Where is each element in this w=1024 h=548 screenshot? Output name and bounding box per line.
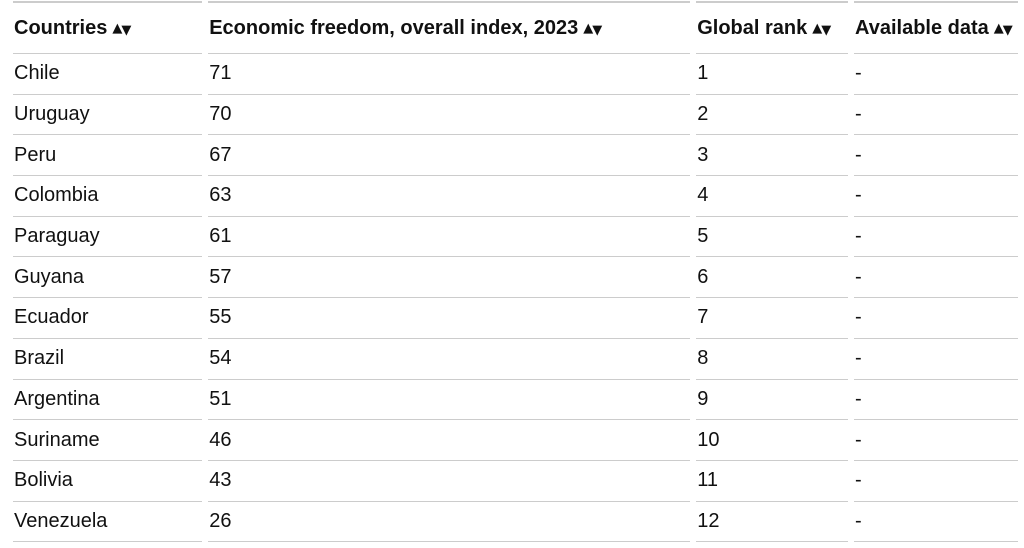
- index-value-cell: 57: [208, 257, 691, 299]
- global-rank-cell: 7: [696, 298, 849, 339]
- index-value-cell: 70: [208, 95, 691, 136]
- available-data-cell: -: [854, 502, 1018, 543]
- column-header-global-rank[interactable]: Global rank ▲▼: [696, 1, 849, 54]
- global-rank-cell: 6: [696, 257, 849, 299]
- sort-ascending-icon[interactable]: ▲: [993, 20, 1004, 36]
- table-row: Peru 67 3 -: [13, 135, 1018, 177]
- column-header-available-data-label: Available data: [855, 16, 989, 39]
- country-cell: Argentina: [13, 380, 203, 421]
- table-row: Guyana 57 6 -: [13, 257, 1018, 299]
- sort-descending-icon[interactable]: ▼: [121, 22, 132, 38]
- country-cell: Guyana: [13, 257, 203, 299]
- available-data-cell: -: [854, 461, 1018, 502]
- sort-control-available-data[interactable]: ▲▼: [993, 20, 1013, 38]
- global-rank-cell: 1: [696, 54, 849, 95]
- global-rank-cell: 12: [696, 502, 849, 543]
- index-value-cell: 61: [208, 217, 691, 258]
- sort-descending-icon[interactable]: ▼: [592, 22, 603, 38]
- country-cell: Uruguay: [13, 95, 203, 136]
- available-data-cell: -: [854, 339, 1018, 380]
- table-row: Paraguay 61 5 -: [13, 217, 1018, 258]
- global-rank-cell: 9: [696, 380, 849, 421]
- column-header-countries-label: Countries: [14, 16, 108, 39]
- table-row: Brazil 54 8 -: [13, 339, 1018, 380]
- country-cell: Venezuela: [13, 502, 203, 543]
- country-cell: Bolivia: [13, 461, 203, 502]
- table-row: Suriname 46 10 -: [13, 420, 1018, 461]
- index-value-cell: 26: [208, 502, 691, 543]
- column-header-economic-freedom-index-label: Economic freedom, overall index, 2023: [209, 16, 579, 39]
- sort-descending-icon[interactable]: ▼: [821, 22, 832, 38]
- available-data-cell: -: [854, 380, 1018, 421]
- header-row: Countries ▲▼ Economic freedom, overall in…: [13, 1, 1018, 54]
- table-row: Colombia 63 4 -: [13, 176, 1018, 217]
- index-value-cell: 55: [208, 298, 691, 339]
- index-value-cell: 51: [208, 380, 691, 421]
- column-header-available-data[interactable]: Available data ▲▼: [854, 1, 1018, 54]
- available-data-cell: -: [854, 54, 1018, 95]
- index-value-cell: 63: [208, 176, 691, 217]
- country-cell: Peru: [13, 135, 203, 177]
- sort-descending-icon[interactable]: ▼: [1002, 22, 1013, 38]
- index-value-cell: 43: [208, 461, 691, 502]
- column-header-economic-freedom-index[interactable]: Economic freedom, overall index, 2023 ▲▼: [208, 1, 691, 54]
- country-cell: Ecuador: [13, 298, 203, 339]
- sort-control-countries[interactable]: ▲▼: [112, 20, 132, 38]
- country-cell: Colombia: [13, 176, 203, 217]
- available-data-cell: -: [854, 298, 1018, 339]
- available-data-cell: -: [854, 217, 1018, 258]
- sort-ascending-icon[interactable]: ▲: [812, 20, 823, 36]
- table-row: Argentina 51 9 -: [13, 380, 1018, 421]
- global-rank-cell: 5: [696, 217, 849, 258]
- index-value-cell: 67: [208, 135, 691, 177]
- index-value-cell: 54: [208, 339, 691, 380]
- global-rank-cell: 11: [696, 461, 849, 502]
- country-cell: Suriname: [13, 420, 203, 461]
- sort-ascending-icon[interactable]: ▲: [112, 20, 123, 36]
- table-row: Venezuela 26 12 -: [13, 502, 1018, 543]
- global-rank-cell: 10: [696, 420, 849, 461]
- global-rank-cell: 4: [696, 176, 849, 217]
- available-data-cell: -: [854, 95, 1018, 136]
- index-value-cell: 71: [208, 54, 691, 95]
- country-cell: Brazil: [13, 339, 203, 380]
- table-row: Bolivia 43 11 -: [13, 461, 1018, 502]
- available-data-cell: -: [854, 176, 1018, 217]
- available-data-cell: -: [854, 257, 1018, 299]
- sort-ascending-icon[interactable]: ▲: [583, 20, 594, 36]
- table-row: Ecuador 55 7 -: [13, 298, 1018, 339]
- available-data-cell: -: [854, 135, 1018, 177]
- table-row: Uruguay 70 2 -: [13, 95, 1018, 136]
- country-cell: Paraguay: [13, 217, 203, 258]
- available-data-cell: -: [854, 420, 1018, 461]
- sort-control-economic-freedom-index[interactable]: ▲▼: [583, 20, 603, 38]
- global-rank-cell: 2: [696, 95, 849, 136]
- column-header-global-rank-label: Global rank: [697, 16, 808, 39]
- economic-freedom-rankings-table: Countries ▲▼ Economic freedom, overall in…: [7, 1, 1024, 543]
- country-cell: Chile: [13, 54, 203, 95]
- global-rank-cell: 3: [696, 135, 849, 177]
- sort-control-global-rank[interactable]: ▲▼: [812, 20, 832, 38]
- global-rank-cell: 8: [696, 339, 849, 380]
- column-header-countries[interactable]: Countries ▲▼: [13, 1, 203, 54]
- index-value-cell: 46: [208, 420, 691, 461]
- table-row: Chile 71 1 -: [13, 54, 1018, 95]
